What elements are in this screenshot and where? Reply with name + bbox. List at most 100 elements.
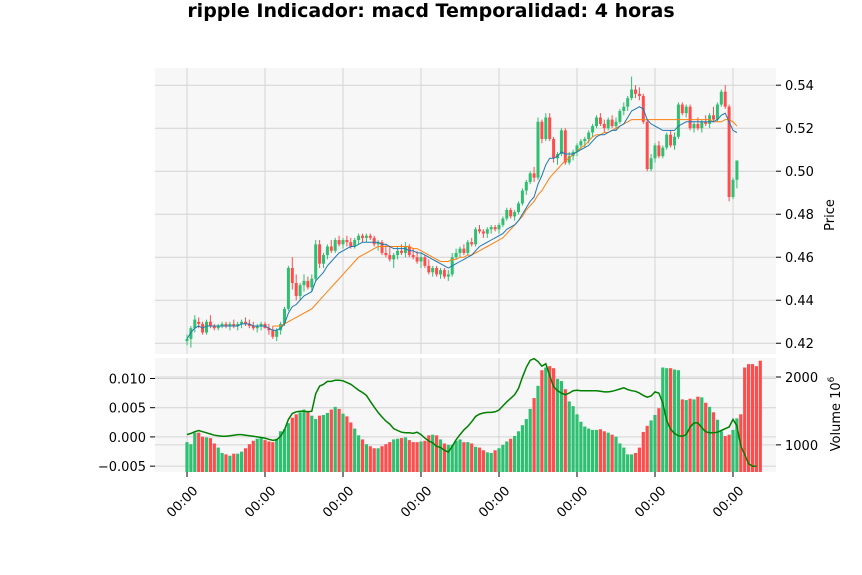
candle-body: [489, 227, 493, 230]
candle-body: [439, 270, 442, 275]
candle-body: [501, 218, 505, 225]
candle-body: [481, 231, 485, 234]
volume-bar: [645, 425, 649, 472]
volume-bar: [290, 417, 294, 472]
volume-bar: [708, 406, 712, 472]
candle-body: [567, 156, 571, 163]
volume-bar: [247, 444, 251, 472]
candle-body: [255, 326, 259, 329]
volume-bar: [528, 408, 532, 472]
price-panel: [155, 68, 776, 354]
volume-bar: [212, 443, 216, 472]
candle-body: [497, 224, 501, 230]
candle-body: [193, 319, 197, 329]
x-tick-label: 00:00: [320, 484, 357, 521]
volume-bar: [419, 441, 423, 472]
svg-text:Volume 106: Volume 106: [827, 376, 844, 451]
volume-bar: [481, 450, 485, 472]
price-tick-label: 0.42: [785, 337, 814, 352]
candle-body: [676, 104, 680, 137]
candle-body: [700, 121, 704, 129]
candle-body: [606, 119, 610, 129]
candle-body: [478, 229, 481, 232]
volume-bar: [723, 436, 727, 472]
volume-bar: [661, 367, 665, 472]
candle-body: [579, 141, 583, 146]
x-tick-label: 00:00: [554, 484, 591, 521]
candle-body: [735, 160, 739, 180]
volume-bar: [263, 440, 267, 472]
candle-body: [704, 121, 708, 124]
candle-body: [372, 237, 376, 245]
candle-body: [212, 326, 216, 329]
candle-body: [435, 267, 439, 275]
price-tick-label: 0.46: [785, 251, 814, 266]
volume-bar: [513, 436, 517, 472]
candle-body: [224, 323, 228, 327]
ema-slow-line: [272, 119, 738, 327]
volume-bar: [357, 435, 361, 472]
volume-bar: [384, 444, 388, 472]
macd-tick-label: 0.005: [109, 402, 146, 417]
volume-bar: [458, 439, 462, 472]
volume-bar: [450, 444, 454, 472]
volume-bar: [341, 413, 345, 472]
volume-bar: [360, 439, 365, 472]
volume-bar: [294, 414, 298, 472]
volume-bar: [286, 423, 290, 472]
candle-body: [559, 130, 563, 155]
candle-body: [637, 93, 641, 96]
volume-bar: [333, 406, 337, 472]
volume-bar: [466, 442, 470, 472]
volume-bar: [672, 369, 677, 472]
candle-body: [396, 250, 400, 256]
candle-body: [598, 117, 602, 124]
candle-body: [228, 323, 232, 327]
price-axis-label: Price: [823, 199, 838, 231]
candle-body: [283, 308, 286, 324]
candle-body: [208, 321, 212, 327]
candle-body: [595, 117, 598, 127]
candle-body: [442, 270, 446, 277]
volume-bar: [489, 453, 493, 472]
volume-bar: [704, 402, 708, 472]
volume-bar: [532, 398, 536, 472]
volume-bar: [216, 447, 220, 472]
volume-bar: [505, 441, 509, 472]
volume-bar: [318, 415, 322, 472]
volume-bar: [185, 442, 189, 472]
volume-bar: [649, 420, 653, 472]
volume-bar: [201, 436, 205, 472]
candle-body: [236, 323, 240, 327]
volume-bar: [454, 440, 458, 472]
volume-bar: [641, 431, 645, 472]
volume-bar: [380, 446, 384, 472]
volume-bar: [415, 442, 419, 472]
candle-body: [536, 121, 540, 178]
volume-bar: [618, 443, 622, 472]
volume-bar: [431, 434, 435, 472]
macd-line: [186, 357, 757, 467]
volume-bar: [610, 434, 614, 472]
volume-bar: [232, 453, 236, 472]
candle-body: [462, 248, 466, 253]
candle-body: [727, 106, 731, 198]
volume-bar: [411, 442, 415, 472]
volume-bar: [731, 429, 735, 472]
candle-body: [712, 115, 715, 120]
candle-body: [454, 252, 458, 258]
volume-bar: [462, 442, 466, 472]
volume-bar: [396, 438, 400, 472]
candle-body: [232, 323, 236, 327]
candle-body: [602, 123, 606, 129]
volume-bar: [228, 455, 232, 472]
volume-bar: [516, 431, 521, 472]
price-tick-label: 0.48: [785, 208, 814, 223]
volume-bar: [474, 446, 478, 472]
volume-bar: [220, 453, 224, 472]
volume-bar: [571, 406, 575, 472]
candle-body: [205, 321, 208, 333]
candle-body: [680, 104, 684, 114]
volume-bar: [536, 385, 540, 472]
